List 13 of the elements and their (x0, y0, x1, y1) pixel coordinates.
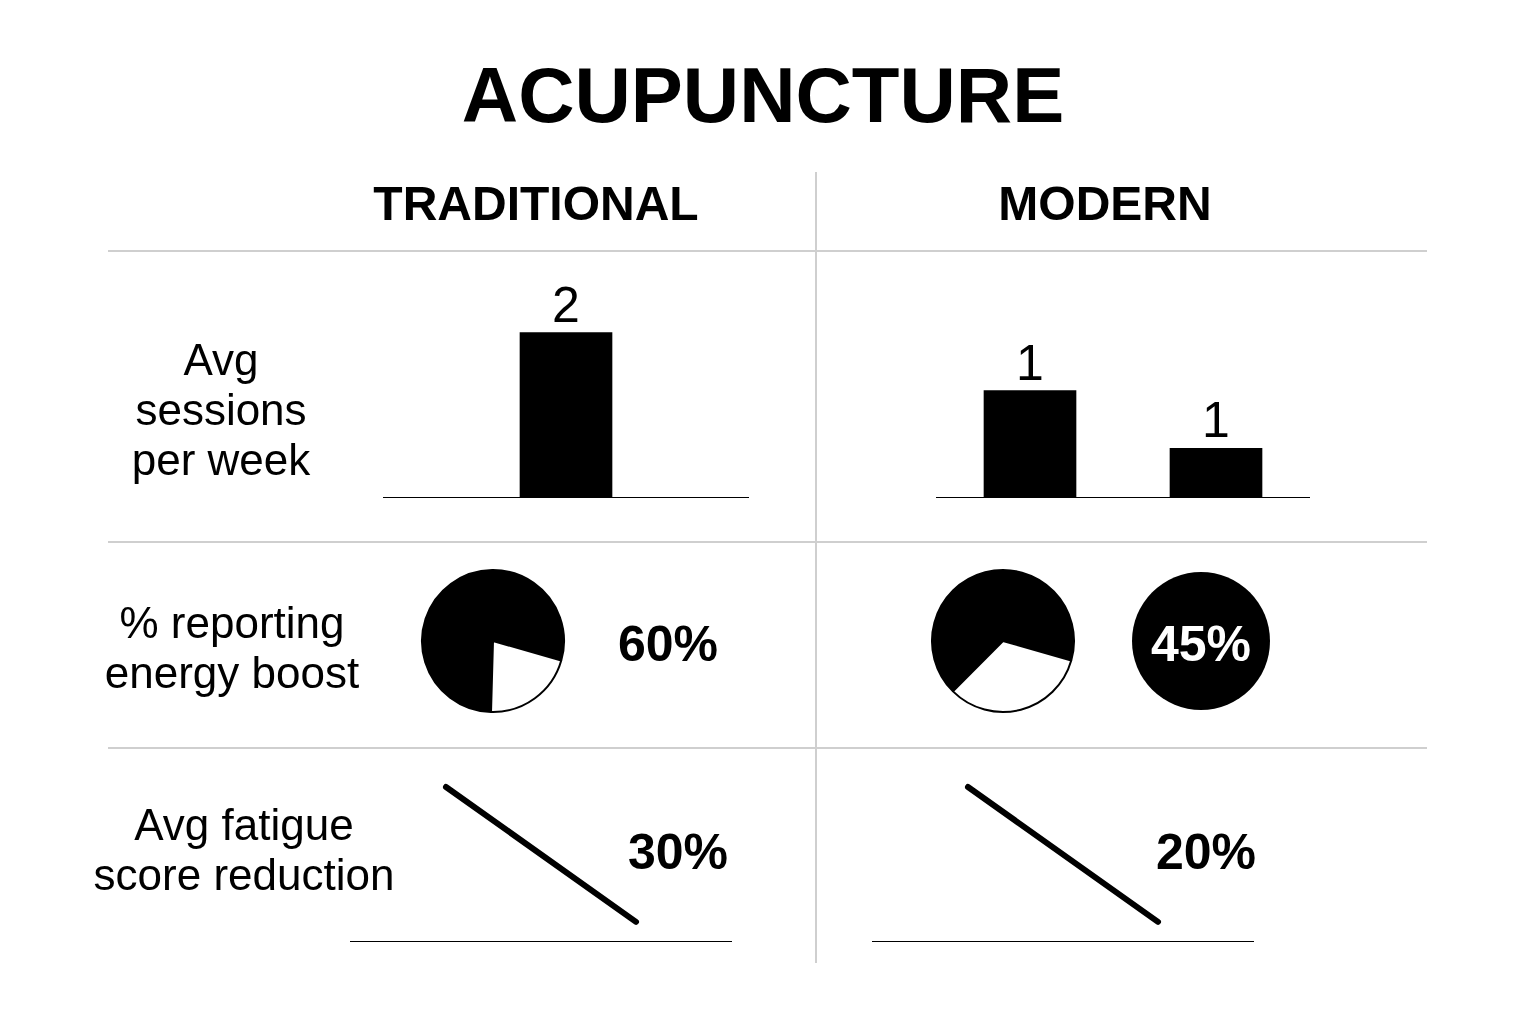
text: 45% (1149, 615, 1253, 673)
chart-title: TRADITIONAL (372, 175, 700, 231)
data-label: 1 (1016, 334, 1044, 391)
annotation: 30% (626, 823, 730, 881)
annotation: 20% (1154, 823, 1258, 881)
y-axis-title: Avg sessions per week (130, 335, 312, 485)
data-label: 1 (1202, 392, 1230, 449)
text: ACUPUNCTURE (460, 50, 1066, 140)
y-axis-title: Avg fatigue score reduction (92, 800, 396, 900)
text: % reporting energy boost (103, 598, 361, 698)
chart-title: MODERN (997, 175, 1213, 231)
data-label: 2 (552, 276, 580, 333)
text: 60% (616, 615, 720, 673)
